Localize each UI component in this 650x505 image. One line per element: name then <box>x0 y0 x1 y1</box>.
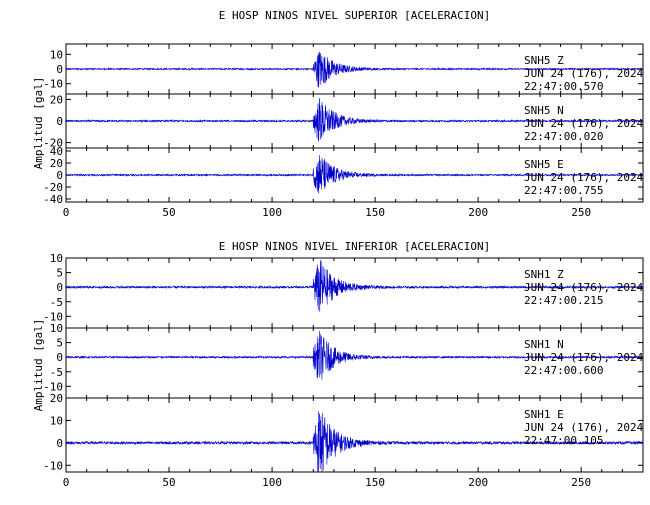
x-tick-label: 200 <box>468 206 488 219</box>
trace-time-label: 22:47:00.105 <box>524 434 603 447</box>
x-tick-label: 100 <box>262 206 282 219</box>
x-tick-label: 250 <box>571 206 591 219</box>
x-tick-label: 150 <box>365 206 385 219</box>
y-tick-label: 10 <box>50 252 63 265</box>
y-tick-label: 20 <box>50 392 63 405</box>
y-tick-label: 0 <box>56 115 63 128</box>
y-tick-label: 10 <box>50 48 63 61</box>
seismic-trace-snh1-e <box>65 411 644 473</box>
station-channel-label: SNH1 E <box>524 408 564 421</box>
trace-date-label: JUN 24 (176), 2024 <box>524 171 644 184</box>
y-tick-label: 0 <box>56 169 63 182</box>
y-tick-label: 0 <box>56 437 63 450</box>
station-channel-label: SNH1 N <box>524 338 564 351</box>
y-tick-label: -5 <box>50 366 63 379</box>
y-tick-label: 40 <box>50 145 63 158</box>
x-tick-label: 200 <box>468 476 488 489</box>
seismic-trace-snh5-n <box>65 98 644 142</box>
station-channel-label: SNH5 N <box>524 104 564 117</box>
station-channel-label: SNH1 Z <box>524 268 564 281</box>
y-tick-label: -40 <box>43 193 63 206</box>
seismic-trace-snh1-z <box>65 260 644 312</box>
y-tick-label: 10 <box>50 414 63 427</box>
y-axis-label: Amplitud [gal] <box>32 319 45 412</box>
y-tick-label: 0 <box>56 63 63 76</box>
station-channel-label: SNH5 E <box>524 158 564 171</box>
x-tick-label: 50 <box>162 206 175 219</box>
trace-date-label: JUN 24 (176), 2024 <box>524 67 644 80</box>
chart-title: E HOSP NINOS NIVEL SUPERIOR [ACELERACION… <box>219 9 491 22</box>
trace-time-label: 22:47:00.020 <box>524 130 603 143</box>
y-tick-label: 0 <box>56 351 63 364</box>
x-tick-label: 50 <box>162 476 175 489</box>
x-tick-label: 250 <box>571 476 591 489</box>
y-tick-label: 5 <box>56 337 63 350</box>
y-tick-label: -20 <box>43 181 63 194</box>
seismic-trace-snh1-n <box>65 330 644 380</box>
x-tick-label: 100 <box>262 476 282 489</box>
chart-title: E HOSP NINOS NIVEL INFERIOR [ACELERACION… <box>219 240 491 253</box>
y-tick-label: -10 <box>43 310 63 323</box>
y-tick-label: -10 <box>43 78 63 91</box>
trace-date-label: JUN 24 (176), 2024 <box>524 117 644 130</box>
trace-date-label: JUN 24 (176), 2024 <box>524 281 644 294</box>
x-tick-label: 150 <box>365 476 385 489</box>
y-tick-label: 20 <box>50 93 63 106</box>
trace-time-label: 22:47:00.215 <box>524 294 603 307</box>
trace-time-label: 22:47:00.755 <box>524 184 603 197</box>
y-tick-label: 20 <box>50 157 63 170</box>
y-tick-label: -5 <box>50 296 63 309</box>
y-tick-label: 5 <box>56 267 63 280</box>
trace-date-label: JUN 24 (176), 2024 <box>524 351 644 364</box>
y-axis-label: Amplitud [gal] <box>32 77 45 170</box>
station-channel-label: SNH5 Z <box>524 54 564 67</box>
seismic-trace-snh5-z <box>65 51 644 88</box>
x-tick-label: 0 <box>63 476 70 489</box>
trace-date-label: JUN 24 (176), 2024 <box>524 421 644 434</box>
y-tick-label: -10 <box>43 380 63 393</box>
y-tick-label: 0 <box>56 281 63 294</box>
trace-time-label: 22:47:00.600 <box>524 364 603 377</box>
x-tick-label: 0 <box>63 206 70 219</box>
y-tick-label: -10 <box>43 459 63 472</box>
seismic-trace-snh5-e <box>65 155 644 194</box>
trace-time-label: 22:47:00.570 <box>524 80 603 93</box>
y-tick-label: 10 <box>50 322 63 335</box>
y-tick-label: -20 <box>43 137 63 150</box>
